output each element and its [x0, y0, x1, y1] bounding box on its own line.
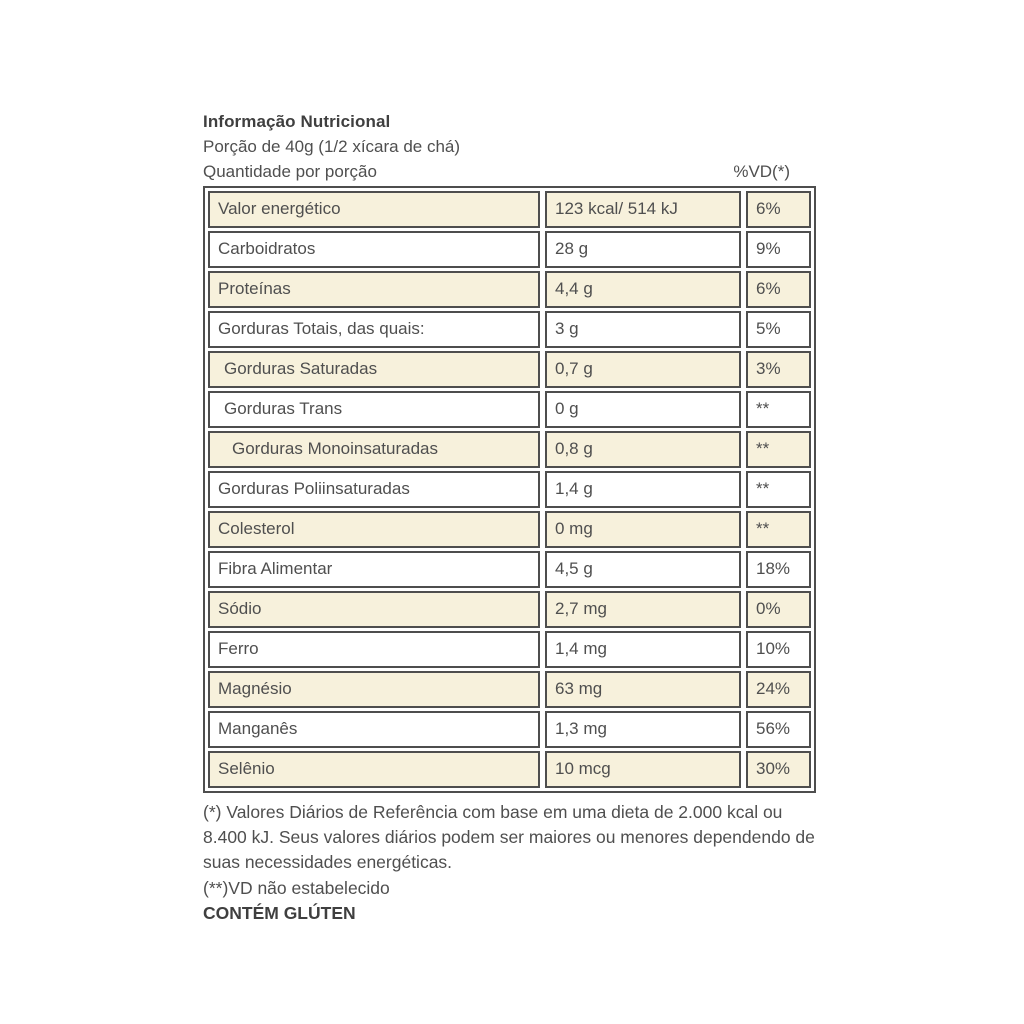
nutrient-amount: 0 mg	[545, 511, 741, 548]
nutrient-daily-value: 18%	[746, 551, 811, 588]
nutrient-amount: 63 mg	[545, 671, 741, 708]
nutrient-daily-value: 9%	[746, 231, 811, 268]
nutrient-label: Fibra Alimentar	[208, 551, 540, 588]
quantity-header-row: Quantidade por porção %VD(*)	[203, 162, 816, 182]
table-row: Manganês 1,3 mg 56%	[208, 711, 811, 748]
table-row: Ferro 1,4 mg 10%	[208, 631, 811, 668]
nutrient-label: Valor energético	[208, 191, 540, 228]
nutrient-amount: 1,3 mg	[545, 711, 741, 748]
nutrient-daily-value: 0%	[746, 591, 811, 628]
table-row: Carboidratos 28 g 9%	[208, 231, 811, 268]
nutrient-label: Proteínas	[208, 271, 540, 308]
nutrient-amount: 123 kcal/ 514 kJ	[545, 191, 741, 228]
nutrient-label: Gorduras Trans	[208, 391, 540, 428]
nutrient-label: Gorduras Totais, das quais:	[208, 311, 540, 348]
nutrient-label: Colesterol	[208, 511, 540, 548]
table-row: Gorduras Monoinsaturadas 0,8 g **	[208, 431, 811, 468]
nutrient-daily-value: 6%	[746, 271, 811, 308]
table-row: Gorduras Poliinsaturadas 1,4 g **	[208, 471, 811, 508]
nutrient-amount: 0,8 g	[545, 431, 741, 468]
nutrient-amount: 2,7 mg	[545, 591, 741, 628]
quantity-per-serving-label: Quantidade por porção	[203, 162, 377, 181]
nutrition-label: Informação Nutricional Porção de 40g (1/…	[203, 112, 816, 926]
table-row: Gorduras Saturadas 0,7 g 3%	[208, 351, 811, 388]
nutrient-label: Sódio	[208, 591, 540, 628]
nutrition-table: Valor energético 123 kcal/ 514 kJ 6% Car…	[203, 186, 816, 793]
contains-gluten-note: CONTÉM GLÚTEN	[203, 903, 356, 924]
nutrient-amount: 0,7 g	[545, 351, 741, 388]
nutrient-label: Carboidratos	[208, 231, 540, 268]
nutrient-label: Gorduras Poliinsaturadas	[208, 471, 540, 508]
nutrient-amount: 1,4 g	[545, 471, 741, 508]
table-row: Fibra Alimentar 4,5 g 18%	[208, 551, 811, 588]
nutrient-amount: 28 g	[545, 231, 741, 268]
nutrient-daily-value: **	[746, 391, 811, 428]
nutrient-daily-value: 56%	[746, 711, 811, 748]
footnotes: (*) Valores Diários de Referência com ba…	[203, 800, 816, 926]
table-row: Selênio 10 mcg 30%	[208, 751, 811, 788]
nutrient-label: Gorduras Monoinsaturadas	[208, 431, 540, 468]
nutrient-daily-value: **	[746, 431, 811, 468]
nutrient-daily-value: 30%	[746, 751, 811, 788]
table-row: Proteínas 4,4 g 6%	[208, 271, 811, 308]
table-row: Gorduras Totais, das quais: 3 g 5%	[208, 311, 811, 348]
nutrient-daily-value: **	[746, 471, 811, 508]
nutrient-daily-value: **	[746, 511, 811, 548]
nutrient-daily-value: 5%	[746, 311, 811, 348]
nutrient-amount: 10 mcg	[545, 751, 741, 788]
nutrition-title: Informação Nutricional	[203, 112, 391, 131]
table-row: Valor energético 123 kcal/ 514 kJ 6%	[208, 191, 811, 228]
nutrient-label: Gorduras Saturadas	[208, 351, 540, 388]
table-row: Magnésio 63 mg 24%	[208, 671, 811, 708]
nutrient-label: Magnésio	[208, 671, 540, 708]
vd-not-established-note: (**)VD não estabelecido	[203, 877, 390, 898]
nutrient-amount: 1,4 mg	[545, 631, 741, 668]
table-row: Gorduras Trans 0 g **	[208, 391, 811, 428]
nutrient-label: Manganês	[208, 711, 540, 748]
daily-value-header-label: %VD(*)	[733, 162, 790, 181]
nutrient-daily-value: 6%	[746, 191, 811, 228]
nutrient-label: Selênio	[208, 751, 540, 788]
nutrient-daily-value: 24%	[746, 671, 811, 708]
nutrient-amount: 0 g	[545, 391, 741, 428]
table-row: Sódio 2,7 mg 0%	[208, 591, 811, 628]
nutrient-daily-value: 10%	[746, 631, 811, 668]
nutrient-label: Ferro	[208, 631, 540, 668]
daily-values-reference-note: (*) Valores Diários de Referência com ba…	[203, 802, 815, 872]
portion-size: Porção de 40g (1/2 xícara de chá)	[203, 137, 461, 156]
table-row: Colesterol 0 mg **	[208, 511, 811, 548]
nutrient-amount: 4,5 g	[545, 551, 741, 588]
nutrient-amount: 4,4 g	[545, 271, 741, 308]
nutrient-daily-value: 3%	[746, 351, 811, 388]
nutrient-amount: 3 g	[545, 311, 741, 348]
